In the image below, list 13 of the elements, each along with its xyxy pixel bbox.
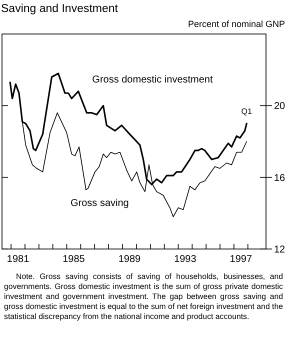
y-tick-label: 12: [274, 244, 286, 256]
y-tick-label: 16: [274, 172, 286, 184]
annotation: Q1: [241, 106, 253, 116]
chart-title: Saving and Investment: [1, 3, 119, 15]
series-label: Gross saving: [70, 198, 129, 209]
x-tick-label: 1989: [118, 254, 142, 265]
x-tick-label: 1981: [6, 254, 30, 265]
y-axis-title: Percent of nominal GNP: [188, 19, 285, 29]
x-tick-label: 1997: [230, 254, 252, 265]
x-tick-label: 1985: [62, 254, 86, 265]
y-tick-label: 20: [274, 101, 286, 112]
x-tick-label: 1993: [174, 254, 197, 265]
series-label: Gross domestic investment: [92, 74, 213, 86]
